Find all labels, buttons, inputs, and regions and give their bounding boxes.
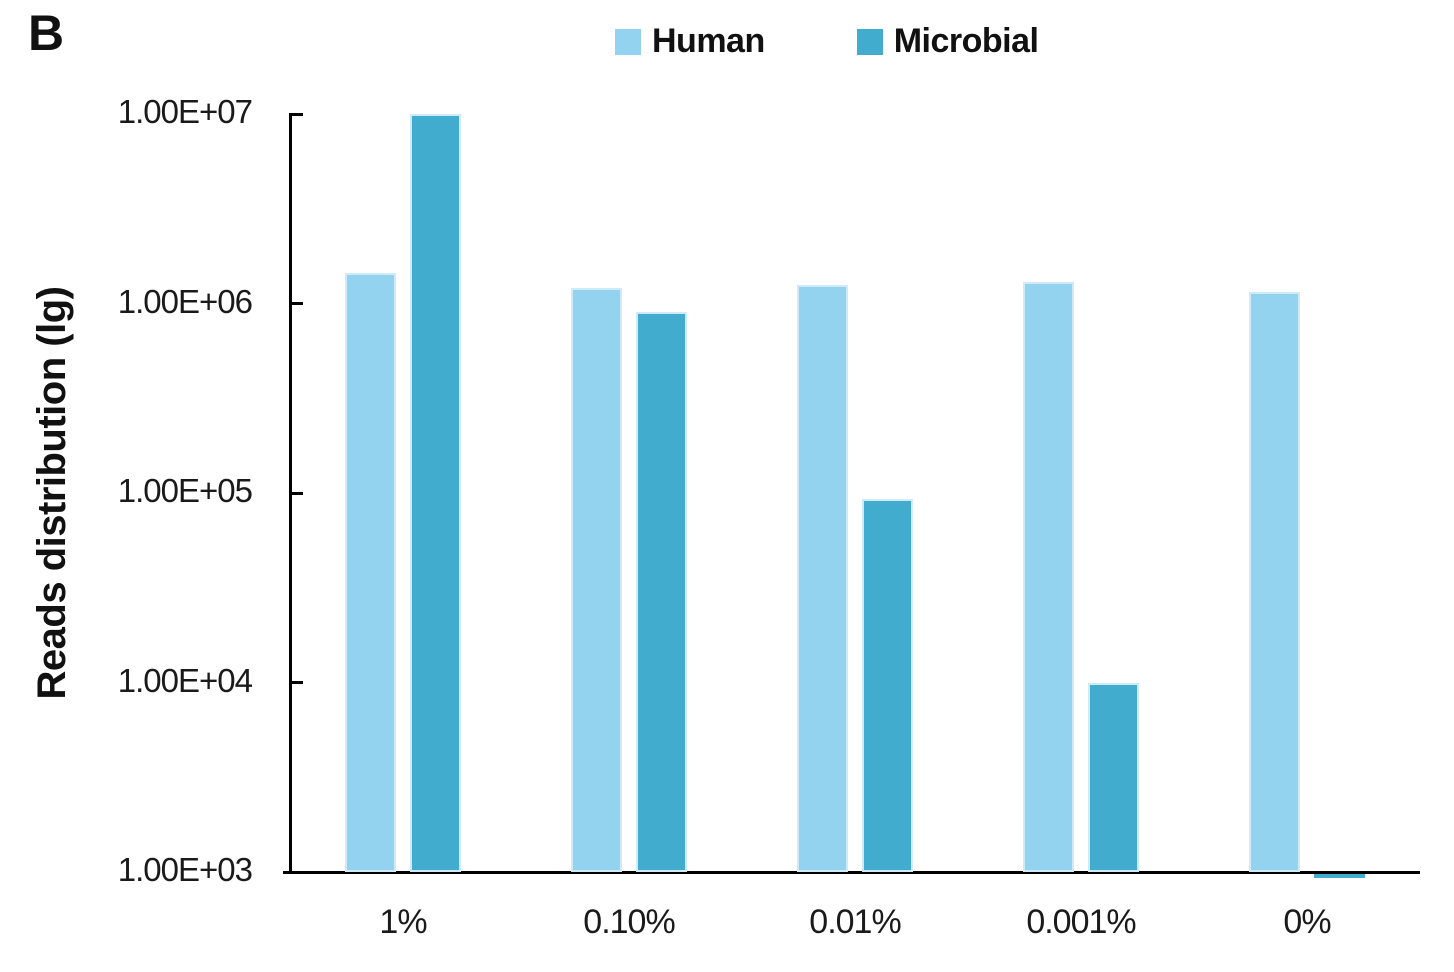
legend: Human Microbial: [615, 22, 1039, 61]
y-tick-mark: [288, 302, 303, 305]
x-tick-label: 0.10%: [583, 903, 675, 941]
x-tick-label: 0.01%: [809, 903, 901, 941]
y-tick-mark: [288, 681, 303, 684]
y-tick-mark: [288, 870, 303, 874]
y-axis-title: Reads distribution (lg): [30, 286, 74, 700]
y-tick-label: 1.00E+03: [117, 851, 253, 888]
y-tick-label: 1.00E+04: [117, 661, 253, 699]
bar-microbial-0%: [1314, 873, 1365, 878]
microbial-series-swatch: [856, 28, 883, 55]
x-tick-label: 0.001%: [1026, 903, 1136, 941]
bar-microbial-0.10%: [636, 312, 687, 872]
x-axis-line: [283, 870, 1420, 874]
y-tick-label: 1.00E+06: [117, 282, 253, 320]
bar-microbial-1%: [410, 114, 461, 872]
bar-microbial-0.001%: [1088, 682, 1139, 872]
x-tick-label: 1%: [379, 903, 427, 941]
human-series-swatch: [615, 28, 641, 55]
bar-human-0.001%: [1023, 281, 1074, 872]
bar-microbial-0.01%: [862, 498, 913, 872]
legend-label-human: Human: [652, 22, 765, 60]
x-tick-label: 0%: [1283, 903, 1331, 941]
bar-human-1%: [345, 272, 396, 872]
y-tick-label: 1.00E+05: [117, 472, 253, 509]
y-tick-label: 1.00E+07: [117, 93, 253, 130]
legend-label-microbial: Microbial: [893, 22, 1039, 60]
bar-human-0%: [1249, 291, 1300, 872]
panel-label: B: [28, 5, 65, 61]
legend-item-human: Human: [615, 22, 765, 61]
legend-item-microbial: Microbial: [856, 22, 1039, 61]
bar-human-0.01%: [797, 285, 848, 872]
y-tick-mark: [288, 112, 303, 116]
bar-human-0.10%: [571, 288, 622, 872]
y-tick-mark: [288, 491, 303, 495]
